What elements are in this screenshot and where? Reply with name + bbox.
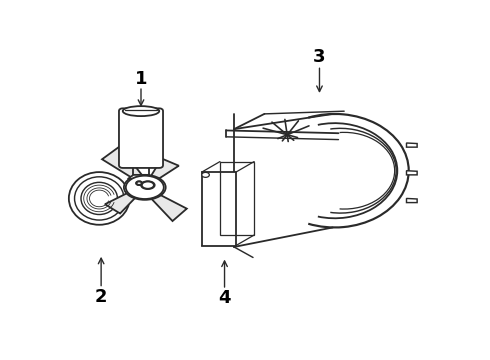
Polygon shape	[146, 189, 187, 221]
Polygon shape	[102, 147, 145, 183]
Text: 1: 1	[135, 70, 147, 88]
Text: 3: 3	[313, 48, 326, 66]
Polygon shape	[407, 143, 417, 147]
Text: 4: 4	[218, 289, 231, 307]
Ellipse shape	[136, 181, 142, 185]
Ellipse shape	[126, 176, 164, 199]
Ellipse shape	[141, 181, 155, 189]
Polygon shape	[128, 175, 154, 179]
Ellipse shape	[202, 172, 209, 177]
Ellipse shape	[123, 106, 159, 116]
Polygon shape	[407, 198, 417, 203]
Polygon shape	[407, 171, 417, 175]
FancyBboxPatch shape	[119, 108, 163, 168]
Polygon shape	[147, 158, 179, 183]
Ellipse shape	[74, 177, 124, 220]
Ellipse shape	[81, 183, 118, 215]
Ellipse shape	[69, 172, 129, 225]
Text: 2: 2	[95, 288, 107, 306]
Ellipse shape	[142, 181, 154, 189]
Ellipse shape	[136, 181, 142, 185]
Polygon shape	[202, 172, 236, 246]
Ellipse shape	[124, 175, 166, 200]
Polygon shape	[105, 188, 142, 213]
